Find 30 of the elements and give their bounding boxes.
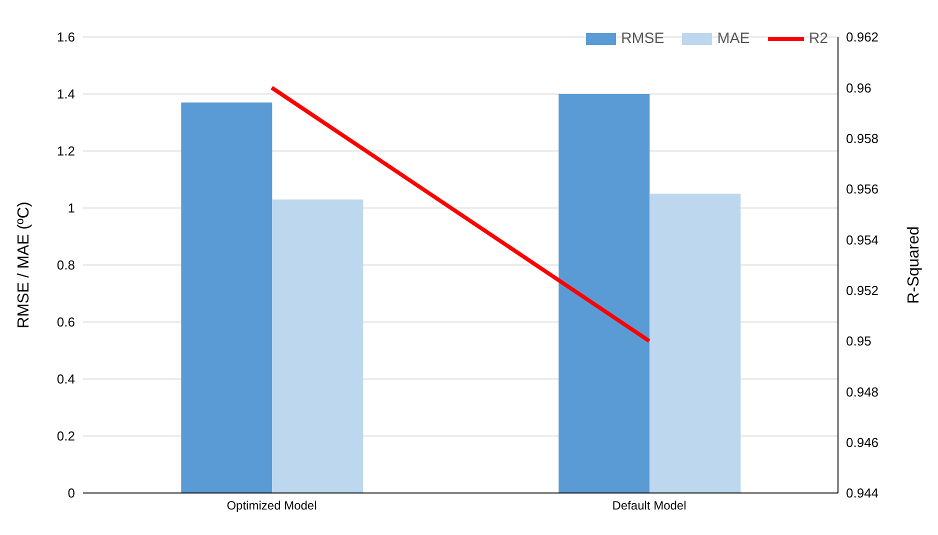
x-tick-label: Default Model [612,498,686,513]
y2-tick-label: 0.958 [846,130,879,146]
y2-tick-label: 0.948 [846,384,879,400]
y2-tick-label: 0.944 [846,486,879,501]
bar [650,194,741,493]
y-tick-label: 0 [68,486,75,501]
y2-tick-label: 0.96 [846,80,872,96]
y2-tick-label: 0.95 [846,334,872,349]
bar [558,94,650,493]
bar [272,199,364,493]
y-tick-label: 1.4 [56,86,75,102]
y-tick-label: 0.2 [56,428,75,444]
y-tick-label: 1 [68,200,75,216]
bar [181,102,272,493]
y-tick-label: 1.2 [56,144,75,159]
legend-label: R2 [808,30,828,47]
legend-label: MAE [717,30,750,47]
y2-tick-label: 0.962 [846,30,879,45]
y-tick-label: 0.8 [56,258,75,273]
y2-tick-label: 0.946 [846,434,879,450]
y-axis-title: RMSE / MAE (ºC) [16,202,33,328]
y2-tick-label: 0.952 [846,282,879,298]
y-tick-label: 0.4 [56,372,75,387]
y-tick-label: 0.6 [56,314,75,330]
y2-tick-label: 0.954 [846,232,879,248]
y2-axis-title: R-Squared [906,226,923,304]
legend-label: RMSE [620,30,664,47]
y-tick-label: 1.6 [56,30,75,45]
y2-tick-label: 0.956 [846,182,879,197]
x-tick-label: Optimized Model [226,498,317,513]
